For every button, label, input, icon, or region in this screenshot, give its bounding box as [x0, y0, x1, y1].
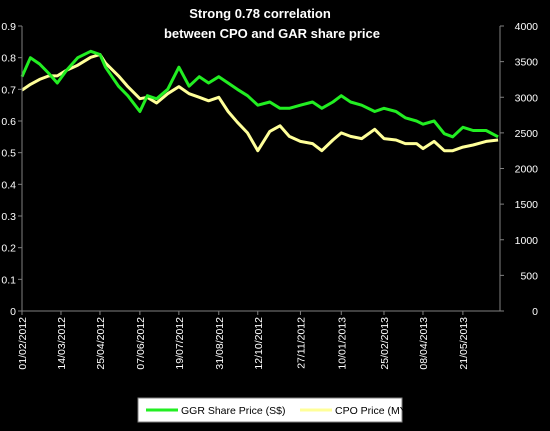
- right-y-axis: 0 500 1000 1500 2000 2500 3000 3500 4000: [499, 21, 539, 318]
- x-tick-label: 31/08/2012: [214, 317, 226, 370]
- right-tick-label: 3000: [515, 92, 539, 104]
- chart-title-line-2: between CPO and GAR share price: [164, 26, 380, 41]
- x-tick-label: 12/10/2012: [253, 317, 265, 370]
- x-tick-label: 21/05/2013: [458, 317, 470, 370]
- left-tick-label: 0.2: [1, 243, 16, 255]
- x-axis: 01/02/2012 14/03/2012 25/04/2012 07/06/2012…: [17, 310, 500, 370]
- left-tick-label: 0.6: [1, 116, 16, 128]
- legend-box: [137, 397, 403, 423]
- x-tick-label: 07/06/2012: [135, 317, 147, 370]
- x-tick-label: 25/02/2013: [379, 317, 391, 370]
- x-tick-label: 27/11/2012: [295, 317, 307, 369]
- left-tick-label: 0.7: [1, 84, 16, 96]
- x-tick-label: 08/04/2013: [418, 317, 430, 370]
- x-tick-label: 25/04/2012: [95, 317, 107, 370]
- x-tick-label: 01/02/2012: [17, 317, 29, 370]
- left-tick-label: 0.8: [1, 53, 16, 65]
- chart-title-line-1: Strong 0.78 correlation: [189, 6, 331, 21]
- right-tick-label: 3500: [515, 57, 539, 69]
- right-tick-label: 500: [520, 270, 538, 282]
- right-tick-label: 1000: [515, 235, 539, 247]
- legend-label-ggr: GGR Share Price (S$): [181, 405, 285, 417]
- right-tick-label: 2500: [515, 128, 539, 140]
- right-tick-label: 0: [532, 306, 538, 318]
- left-tick-label: 0.3: [1, 211, 16, 223]
- x-tick-label: 10/01/2013: [336, 317, 348, 370]
- plot-area: [20, 49, 499, 153]
- legend: GGR Share Price (S$) CPO Price (MYR/ton): [137, 397, 435, 423]
- left-tick-label: 0.5: [1, 148, 16, 160]
- left-y-axis: 0 0.1 0.2 0.3 0.4 0.5 0.6 0.7 0.8 0.9: [1, 21, 23, 318]
- left-tick-label: 0.9: [1, 21, 16, 33]
- right-tick-label: 2000: [515, 164, 539, 176]
- right-tick-label: 1500: [515, 199, 539, 211]
- left-tick-label: 0.4: [1, 179, 16, 191]
- right-tick-label: 4000: [515, 21, 539, 33]
- x-tick-label: 14/03/2012: [56, 317, 68, 370]
- left-tick-label: 0: [10, 306, 16, 318]
- x-tick-label: 19/07/2012: [174, 317, 186, 370]
- series-line-ggr: [20, 49, 499, 139]
- legend-label-cpo: CPO Price (MYR/ton): [335, 405, 435, 417]
- left-tick-label: 0.1: [1, 274, 16, 286]
